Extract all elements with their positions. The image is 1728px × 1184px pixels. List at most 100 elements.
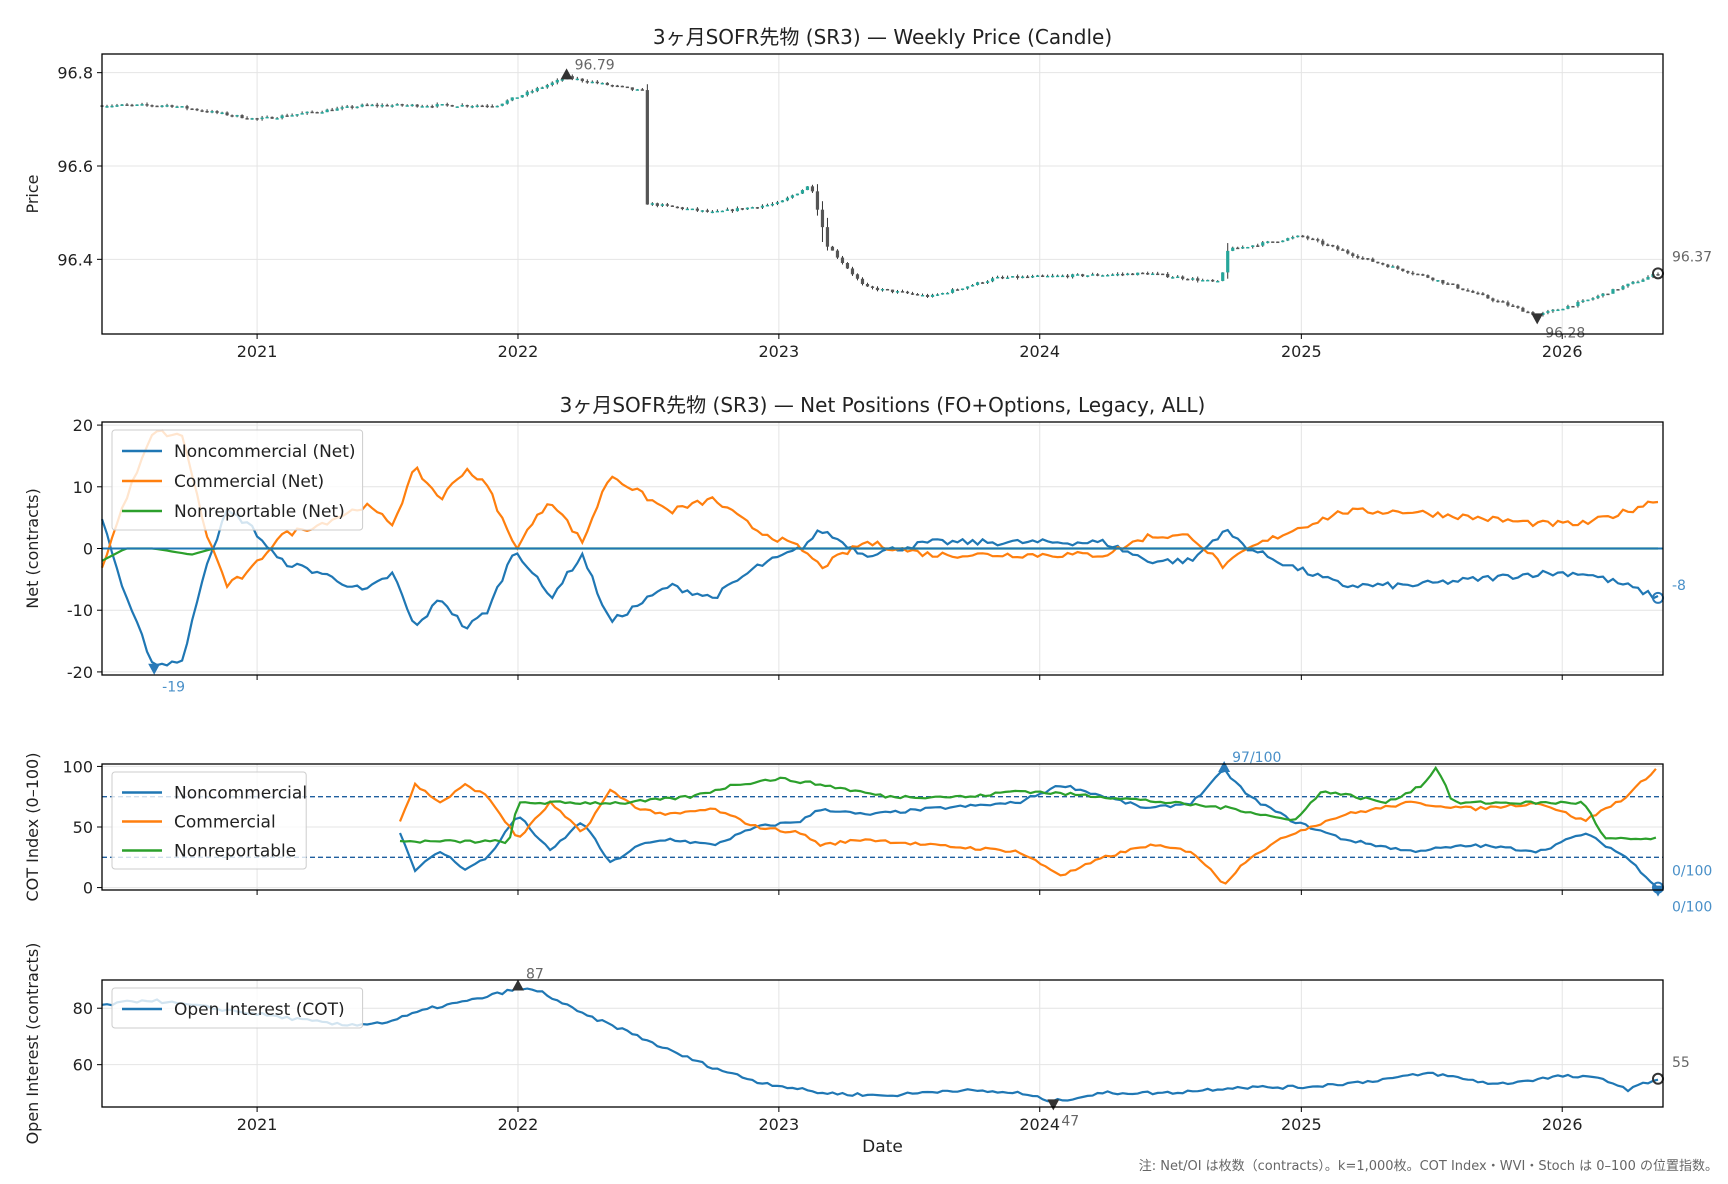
candle-body <box>1646 276 1650 280</box>
candle-body <box>215 111 219 113</box>
candle <box>160 104 164 108</box>
candle <box>470 105 474 109</box>
candle <box>1010 276 1015 278</box>
candle <box>1621 285 1625 291</box>
candle-body <box>490 106 494 108</box>
candle <box>585 79 589 84</box>
candle <box>780 200 785 203</box>
candle <box>1136 272 1140 276</box>
candle <box>505 99 509 105</box>
candle <box>1611 288 1615 294</box>
candle-body <box>685 208 689 211</box>
annotation-label: -19 <box>162 680 185 696</box>
candle-body <box>350 106 354 108</box>
candle <box>745 207 750 210</box>
candle-body <box>1376 261 1380 264</box>
candle <box>1411 270 1415 276</box>
candle-body <box>735 208 740 212</box>
candle <box>1456 283 1460 290</box>
candle <box>765 203 770 207</box>
x-tick-label: 2026 <box>1542 1115 1583 1134</box>
candle <box>1546 309 1550 315</box>
candle-body <box>1611 289 1615 294</box>
candle <box>1241 245 1245 249</box>
x-tick-label: 2022 <box>498 1115 539 1134</box>
candle <box>200 109 204 113</box>
candle-body <box>1146 273 1150 275</box>
candle-body <box>905 291 910 294</box>
candle <box>915 293 920 296</box>
candle <box>460 103 464 107</box>
candle-body <box>600 82 604 85</box>
x-axis-label: Date <box>862 1137 903 1157</box>
candle <box>615 84 619 88</box>
candle-body <box>1106 274 1110 277</box>
candle-body <box>1386 264 1390 268</box>
candle <box>1551 309 1555 313</box>
candle <box>1561 308 1565 311</box>
candle <box>705 208 709 213</box>
candle-body <box>280 115 284 119</box>
candle-body <box>235 115 239 117</box>
candle-body <box>360 104 364 107</box>
candle-body <box>1166 273 1170 278</box>
candle <box>145 102 149 107</box>
candle-body <box>510 97 514 101</box>
candle <box>105 104 109 108</box>
candle <box>715 209 719 213</box>
panel-2: -20 -10 0 10 20 3ヶ月SOFR先物 (SR3) — Net Positio… <box>23 393 1686 696</box>
candle-body <box>375 104 379 107</box>
candle-body <box>890 289 895 293</box>
candle <box>1056 274 1060 278</box>
candle-body <box>450 105 454 107</box>
candle-body <box>1296 235 1300 238</box>
min-marker <box>1651 885 1664 897</box>
candle <box>1216 280 1220 283</box>
candles <box>100 74 1660 317</box>
candle <box>1616 289 1620 291</box>
candle <box>955 288 960 291</box>
candle-body <box>810 186 815 192</box>
candle <box>300 111 304 115</box>
candle-body <box>860 278 865 285</box>
candle <box>310 110 314 114</box>
candle <box>680 206 684 211</box>
candle <box>1511 303 1515 307</box>
footnote: 注: Net/OI は枚数（contracts）。k=1,000枚。COT In… <box>1139 1159 1718 1174</box>
candle <box>1486 294 1490 299</box>
candle <box>1451 283 1455 286</box>
candle-body <box>915 294 920 296</box>
candle <box>230 114 234 118</box>
candle <box>1521 306 1525 312</box>
candle <box>660 203 664 207</box>
candle-body <box>240 115 244 119</box>
candle-body <box>1381 263 1385 265</box>
candle-body <box>300 113 304 115</box>
candle <box>450 104 454 107</box>
candle-body <box>730 209 735 212</box>
candle <box>340 105 344 111</box>
candle <box>360 103 364 108</box>
candle <box>220 111 224 115</box>
candle <box>890 289 895 294</box>
candle <box>350 105 354 110</box>
candle-body <box>1266 241 1270 243</box>
candle-body <box>1271 241 1275 243</box>
candle <box>265 115 269 119</box>
candle-body <box>445 104 449 106</box>
candle-body <box>1396 266 1400 269</box>
candle <box>1466 288 1470 292</box>
candle <box>1236 246 1240 250</box>
candle <box>730 208 735 213</box>
candle-body <box>870 286 875 288</box>
annotation-label: -8 <box>1672 578 1686 594</box>
candle-body <box>945 292 950 295</box>
candle <box>1396 265 1400 270</box>
candle <box>785 196 790 202</box>
candle <box>270 116 274 119</box>
candle-body <box>575 78 579 81</box>
candle <box>1336 244 1340 251</box>
candle-body <box>755 207 760 209</box>
candle <box>980 281 985 284</box>
candle-body <box>195 108 199 111</box>
